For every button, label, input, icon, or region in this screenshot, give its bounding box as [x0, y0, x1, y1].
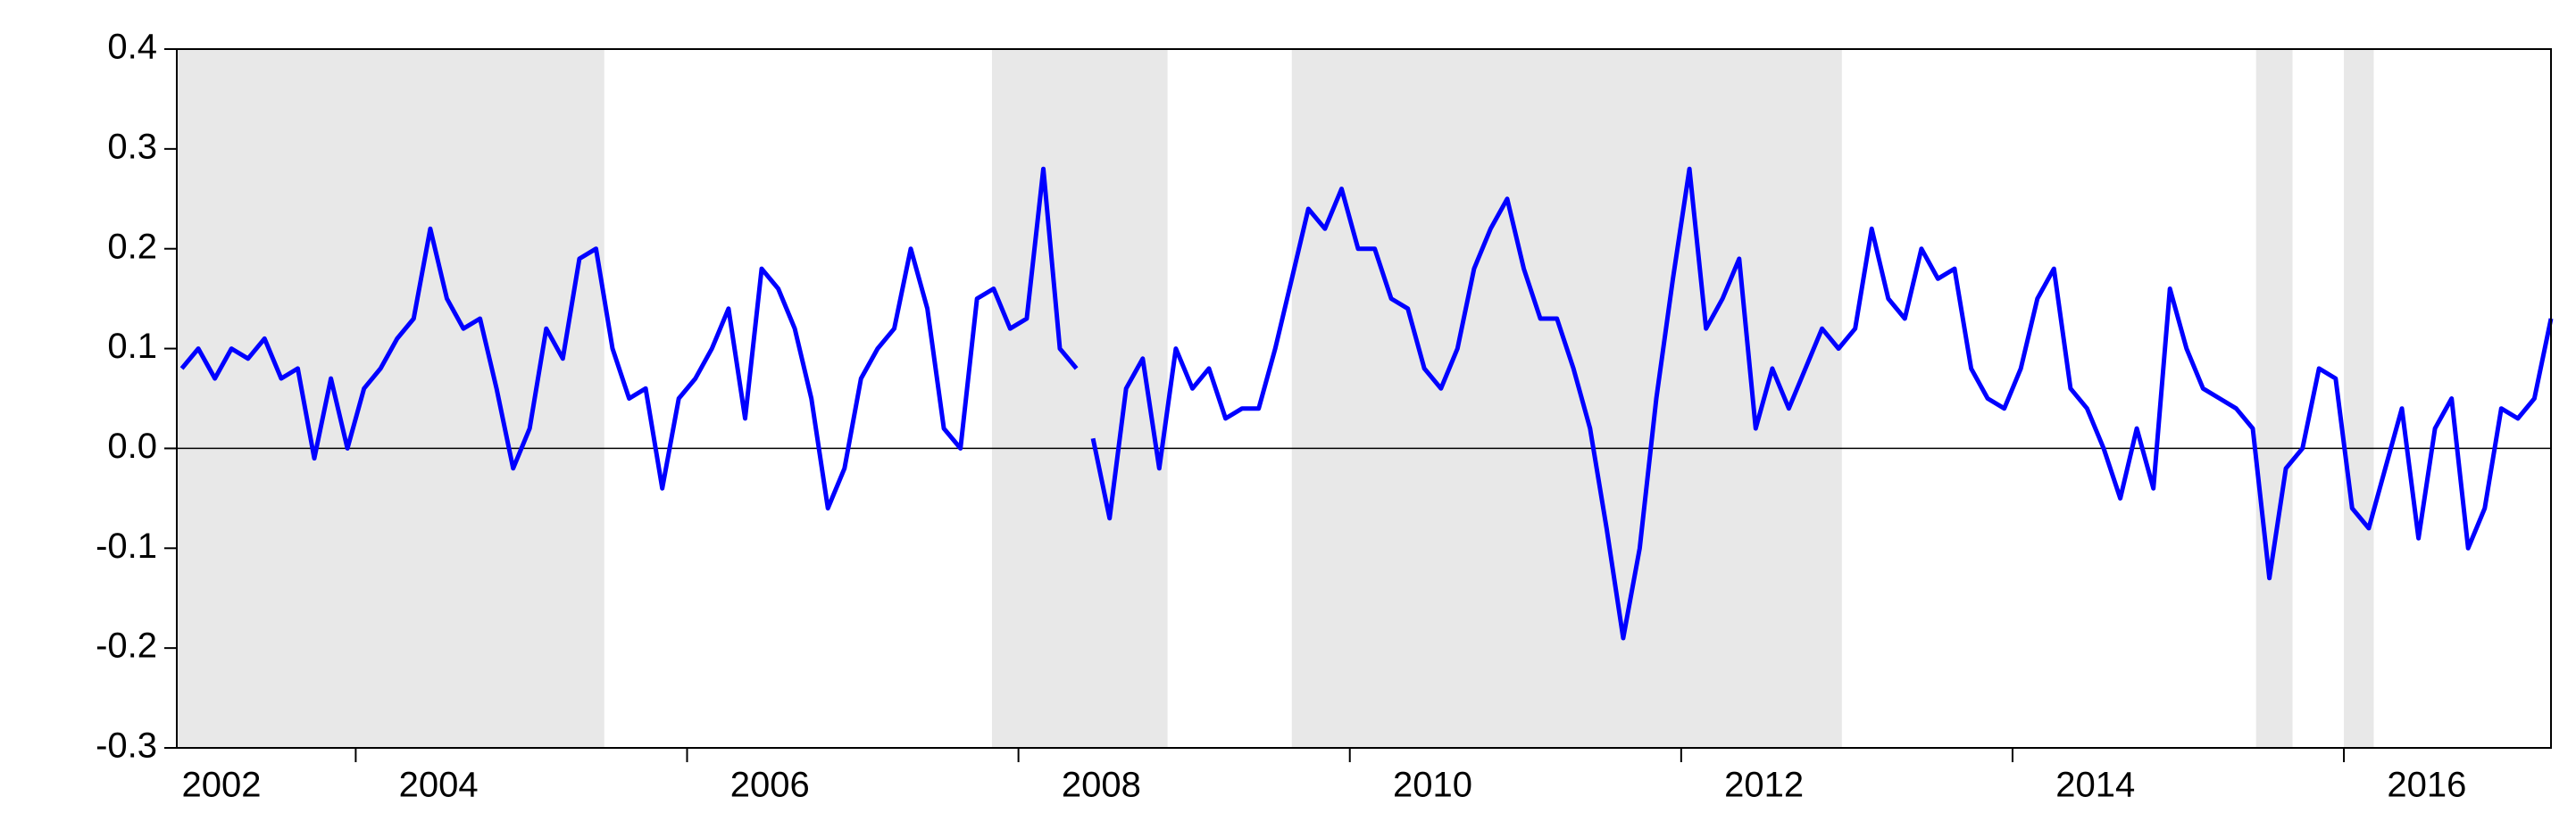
x-tick-label: 2014: [2055, 766, 2135, 805]
y-tick-label: 0.4: [107, 28, 157, 67]
shaded-region: [1291, 49, 1842, 748]
x-tick-label: 2012: [1724, 766, 1804, 805]
shaded-region: [177, 49, 604, 748]
x-tick-label: 2016: [2387, 766, 2466, 805]
y-tick-label: -0.1: [96, 527, 157, 566]
shaded-region: [991, 49, 1168, 748]
y-tick-label: -0.2: [96, 627, 157, 666]
plot-frame: [176, 48, 2552, 749]
x-tick-label: 2008: [1062, 766, 1141, 805]
x-tick-label: 2002: [182, 766, 262, 805]
x-tick-label: 2010: [1393, 766, 1472, 805]
x-tick-label: 2006: [730, 766, 810, 805]
shaded-region: [2255, 49, 2293, 748]
x-tick-label: 2004: [399, 766, 479, 805]
series-line: [179, 166, 2554, 641]
y-tick-label: 0.1: [107, 327, 157, 366]
y-tick-label: 0.0: [107, 427, 157, 466]
y-tick-label: 0.2: [107, 227, 157, 266]
shaded-region: [2344, 49, 2374, 748]
y-tick-label: 0.3: [107, 127, 157, 166]
y-tick-label: -0.3: [96, 726, 157, 766]
